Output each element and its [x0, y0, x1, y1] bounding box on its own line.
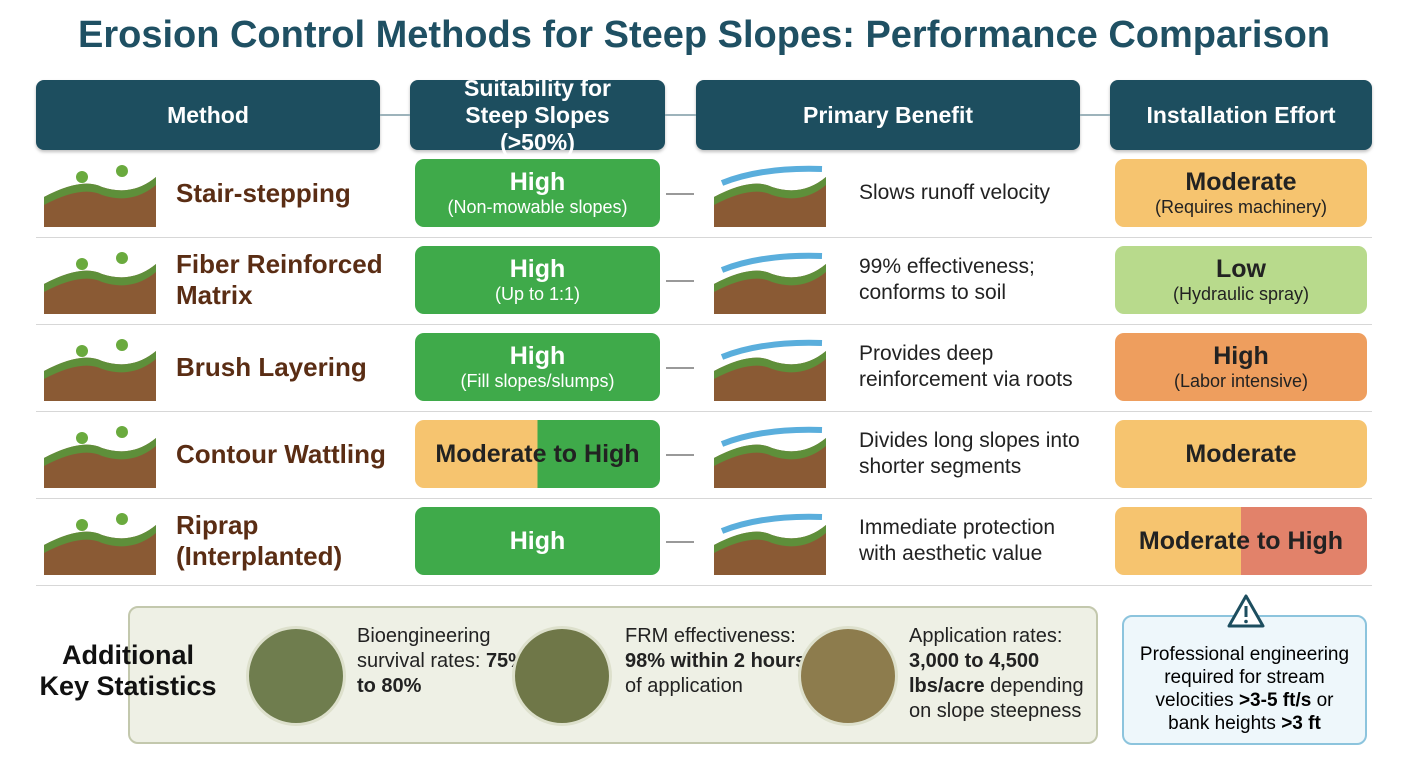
connector: [380, 114, 410, 116]
suitability-level: High: [509, 168, 566, 196]
illustration: [44, 339, 156, 401]
method-name: Brush Layering: [176, 351, 367, 382]
suitability-badge: High (Fill slopes/slumps): [415, 333, 660, 401]
primary-benefit: Divides long slopes into shorter segment…: [859, 429, 1080, 478]
primary-benefit: 99% effectiveness; conforms to soil: [859, 255, 1035, 304]
warning-box: Professional engineering required for st…: [1122, 615, 1367, 745]
stat-text: Application rates: 3,000 to 4,500 lbs/ac…: [909, 624, 1099, 724]
primary-benefit: Provides deep reinforcement via roots: [859, 342, 1073, 391]
effort-note: (Hydraulic spray): [1172, 284, 1310, 304]
highlight: 98% within 2 hours: [625, 650, 807, 672]
stat-icon: [246, 626, 346, 726]
text: Bioengineering survival rates:: [357, 625, 491, 672]
effort-badge: Moderate to High: [1115, 507, 1367, 575]
effort-level: Moderate: [1185, 168, 1297, 196]
effort-note: (Requires machinery): [1154, 197, 1328, 217]
illustration: [44, 426, 156, 488]
illustration: [714, 339, 826, 401]
effort-badge: Moderate (Requires machinery): [1115, 159, 1367, 227]
row-divider: [36, 585, 1372, 586]
row-divider: [36, 237, 1372, 238]
stat-text: Bioengineering survival rates: 75% to 80…: [357, 624, 547, 699]
row-divider: [36, 324, 1372, 325]
method-name: Riprap (Interplanted): [176, 510, 343, 571]
title: Erosion Control Methods for Steep Slopes…: [77, 14, 1331, 56]
illustration: [44, 252, 156, 314]
effort-badge: High (Labor intensive): [1115, 333, 1367, 401]
effort-level: Low: [1216, 255, 1266, 283]
stats-heading: Additional Key Statistics: [39, 640, 217, 701]
text: FRM effectiveness:: [625, 625, 796, 647]
primary-benefit: Immediate protection with aesthetic valu…: [859, 516, 1056, 565]
suitability-badge: High (Non-mowable slopes): [415, 159, 660, 227]
illustration: [714, 165, 826, 227]
connector: [665, 114, 696, 116]
arrow: [666, 454, 694, 456]
connector: [1080, 114, 1110, 116]
warning-text: Professional engineering required for st…: [1134, 643, 1355, 735]
warning-icon: [1227, 594, 1265, 628]
illustration: [714, 426, 826, 488]
illustration: [44, 513, 156, 575]
text: Application rates:: [909, 625, 1063, 647]
suitability-level: Moderate to High: [435, 439, 640, 468]
effort-level: Moderate to High: [1138, 526, 1344, 555]
suitability-badge: Moderate to High: [415, 420, 660, 488]
primary-benefit: Slows runoff velocity: [859, 181, 1051, 204]
stat-icon: [798, 626, 898, 726]
column-header: Suitability for Steep Slopes (>50%): [410, 75, 665, 155]
suitability-level: High: [509, 526, 566, 555]
method-name: Fiber Reinforced Matrix: [176, 249, 383, 310]
column-header: Installation Effort: [1110, 80, 1372, 150]
suitability-level: High: [509, 342, 566, 370]
effort-level: High: [1213, 342, 1269, 370]
method-name: Stair-stepping: [176, 177, 351, 208]
highlight: >3-5 ft/s: [1238, 690, 1312, 711]
text: depending on slope steepness: [909, 675, 1084, 722]
arrow: [666, 193, 694, 195]
row-divider: [36, 411, 1372, 412]
highlight: >3 ft: [1281, 713, 1321, 734]
effort-note: (Labor intensive): [1173, 371, 1309, 391]
arrow: [666, 280, 694, 282]
illustration: [714, 252, 826, 314]
suitability-note: (Non-mowable slopes): [447, 197, 628, 217]
text: Professional engineering required for st…: [1139, 644, 1350, 711]
suitability-level: High: [509, 255, 566, 283]
column-header: Primary Benefit: [696, 80, 1080, 150]
text: of application: [625, 675, 743, 697]
stat-text: FRM effectiveness: 98% within 2 hours of…: [625, 624, 815, 699]
effort-badge: Moderate: [1115, 420, 1367, 488]
suitability-note: (Fill slopes/slumps): [460, 371, 615, 391]
row-divider: [36, 498, 1372, 499]
suitability-badge: High (Up to 1:1): [415, 246, 660, 314]
effort-badge: Low (Hydraulic spray): [1115, 246, 1367, 314]
arrow: [666, 541, 694, 543]
suitability-note: (Up to 1:1): [494, 284, 581, 304]
stat-icon: [512, 626, 612, 726]
arrow: [666, 367, 694, 369]
highlight: 3,000 to 4,500 lbs/acre: [909, 650, 1040, 697]
text: or bank heights: [1168, 690, 1334, 734]
suitability-badge: High: [415, 507, 660, 575]
column-header: Method: [36, 80, 380, 150]
effort-level: Moderate: [1185, 439, 1297, 468]
illustration: [44, 165, 156, 227]
illustration: [714, 513, 826, 575]
method-name: Contour Wattling: [176, 438, 386, 469]
